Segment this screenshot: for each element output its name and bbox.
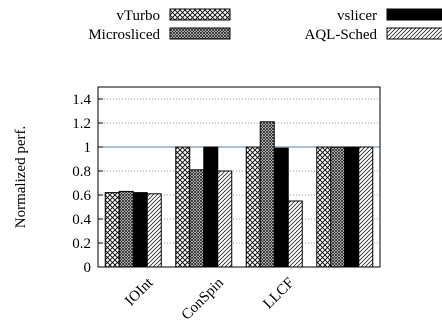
legend-label: vTurbo (116, 8, 160, 24)
bar (217, 170, 233, 268)
bar (287, 200, 303, 268)
y-tick-label: 1.4 (72, 92, 91, 108)
x-tick-label: ConSpin (179, 275, 228, 324)
bar (132, 192, 148, 268)
legend-label: vslicer (337, 8, 377, 24)
legend-item: AQL-Sched (305, 27, 442, 43)
bars (104, 121, 374, 268)
legend-label: Microsliced (88, 27, 160, 43)
x-tick-label: LLCF (260, 275, 297, 312)
bar (118, 190, 134, 268)
legend-swatch (169, 8, 231, 21)
legend-swatch (169, 27, 231, 40)
bar (175, 146, 191, 268)
legend-swatch (386, 8, 442, 21)
bar (330, 146, 346, 268)
bar (358, 146, 374, 268)
bar (344, 146, 360, 268)
y-tick-label: 0.6 (72, 188, 91, 204)
legend-swatch (386, 27, 442, 40)
bar (259, 121, 275, 268)
legend: vTurbo Microsliced vslicer AQL-Sched (88, 8, 442, 43)
bar (245, 146, 261, 268)
bar (203, 146, 219, 268)
y-tick-label: 0.2 (72, 236, 91, 252)
y-tick-label: 0.8 (72, 164, 91, 180)
y-tick-label: 0.4 (72, 212, 91, 228)
y-tick-label: 1 (84, 140, 92, 156)
bar (146, 193, 162, 268)
legend-label: AQL-Sched (305, 27, 378, 43)
y-tick-label: 0 (84, 260, 92, 276)
legend-item: vslicer (337, 8, 442, 24)
bar (273, 147, 289, 268)
legend-item: Microsliced (88, 27, 231, 43)
bar (104, 192, 120, 268)
y-tick-label: 1.2 (72, 116, 91, 132)
legend-item: vTurbo (116, 8, 231, 24)
bar (316, 146, 332, 268)
bar (189, 169, 205, 268)
y-axis-label: Normalized perf. (13, 126, 29, 228)
plot-frame (97, 86, 381, 268)
x-tick-label: IOInt (122, 274, 157, 309)
